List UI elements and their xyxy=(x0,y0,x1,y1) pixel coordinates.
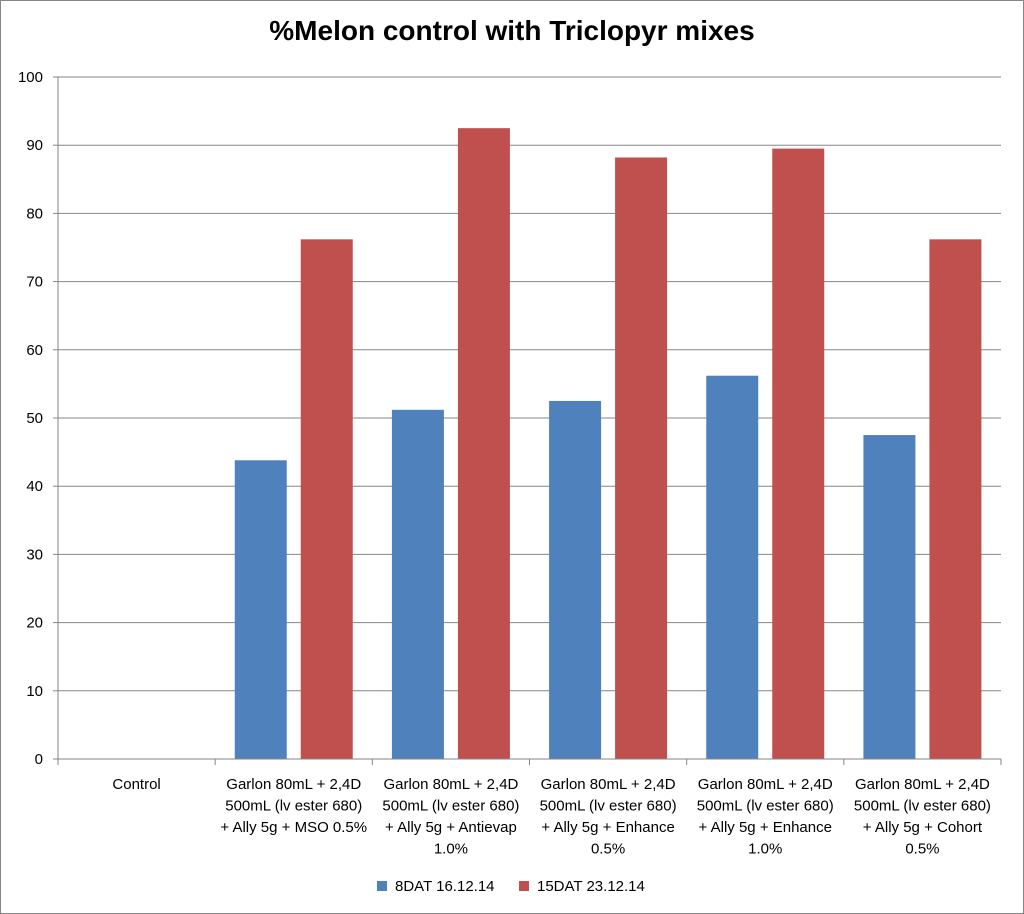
x-category-label-line: 0.5% xyxy=(905,841,939,858)
y-tick-label: 90 xyxy=(26,137,43,154)
x-category-label-line: + Ally 5g + Cohort xyxy=(863,819,983,836)
chart-title: %Melon control with Triclopyr mixes xyxy=(269,15,755,46)
x-category-label: Garlon 80mL + 2,4D 500mL (lv ester 680) + … xyxy=(854,776,991,858)
x-category-label-line: + Ally 5g + Enhance xyxy=(541,819,674,836)
x-category-label: Garlon 80mL + 2,4D 500mL (lv ester 680) + … xyxy=(697,776,834,858)
bar xyxy=(234,460,287,759)
y-tick-label: 0 xyxy=(35,751,43,768)
bar xyxy=(863,435,916,759)
x-category-label-line: 500mL (lv ester 680) xyxy=(540,798,677,815)
bar xyxy=(300,239,353,760)
legend-swatch xyxy=(519,881,529,891)
y-tick-label: 60 xyxy=(26,342,43,359)
y-tick-label: 50 xyxy=(26,410,43,427)
x-category-label-line: 0.5% xyxy=(591,841,625,858)
bar xyxy=(929,239,982,760)
legend-label: 8DAT 16.12.14 xyxy=(395,878,495,895)
x-category-label-line: + Ally 5g + Enhance xyxy=(699,819,832,836)
x-category-label-line: Garlon 80mL + 2,4D xyxy=(383,776,518,793)
x-category-label: Garlon 80mL + 2,4D 500mL (lv ester 680) + … xyxy=(382,776,519,858)
bar xyxy=(391,409,444,759)
bar xyxy=(549,400,602,759)
legend-label: 15DAT 23.12.14 xyxy=(537,878,645,895)
x-category-label: Garlon 80mL + 2,4D 500mL (lv ester 680) + … xyxy=(540,776,677,858)
x-category-label-line: 500mL (lv ester 680) xyxy=(697,798,834,815)
x-category-label-line: Control xyxy=(112,776,160,793)
x-category-label-line: 1.0% xyxy=(748,841,782,858)
x-category-label-line: Garlon 80mL + 2,4D xyxy=(226,776,361,793)
x-category-label-line: 500mL (lv ester 680) xyxy=(225,798,362,815)
x-category-label-line: 500mL (lv ester 680) xyxy=(854,798,991,815)
x-category-label-line: 500mL (lv ester 680) xyxy=(382,798,519,815)
bar xyxy=(706,375,759,759)
x-category-label-line: + Ally 5g + Antievap xyxy=(385,819,517,836)
x-category-label-line: Garlon 80mL + 2,4D xyxy=(855,776,990,793)
y-tick-label: 80 xyxy=(26,205,43,222)
y-tick-label: 10 xyxy=(26,683,43,700)
y-tick-label: 30 xyxy=(26,546,43,563)
x-category-label: Control xyxy=(112,776,160,793)
bar xyxy=(457,128,510,759)
y-tick-label: 40 xyxy=(26,478,43,495)
x-category-label: Garlon 80mL + 2,4D 500mL (lv ester 680) + … xyxy=(220,776,367,836)
y-tick-label: 20 xyxy=(26,615,43,632)
y-tick-label: 100 xyxy=(18,69,43,86)
x-category-label-line: + Ally 5g + MSO 0.5% xyxy=(220,819,367,836)
y-tick-label: 70 xyxy=(26,274,43,291)
x-category-label-line: 1.0% xyxy=(434,841,468,858)
x-category-label-line: Garlon 80mL + 2,4D xyxy=(541,776,676,793)
legend-swatch xyxy=(377,881,387,891)
bar xyxy=(772,148,825,760)
bar xyxy=(615,157,668,759)
x-category-label-line: Garlon 80mL + 2,4D xyxy=(698,776,833,793)
